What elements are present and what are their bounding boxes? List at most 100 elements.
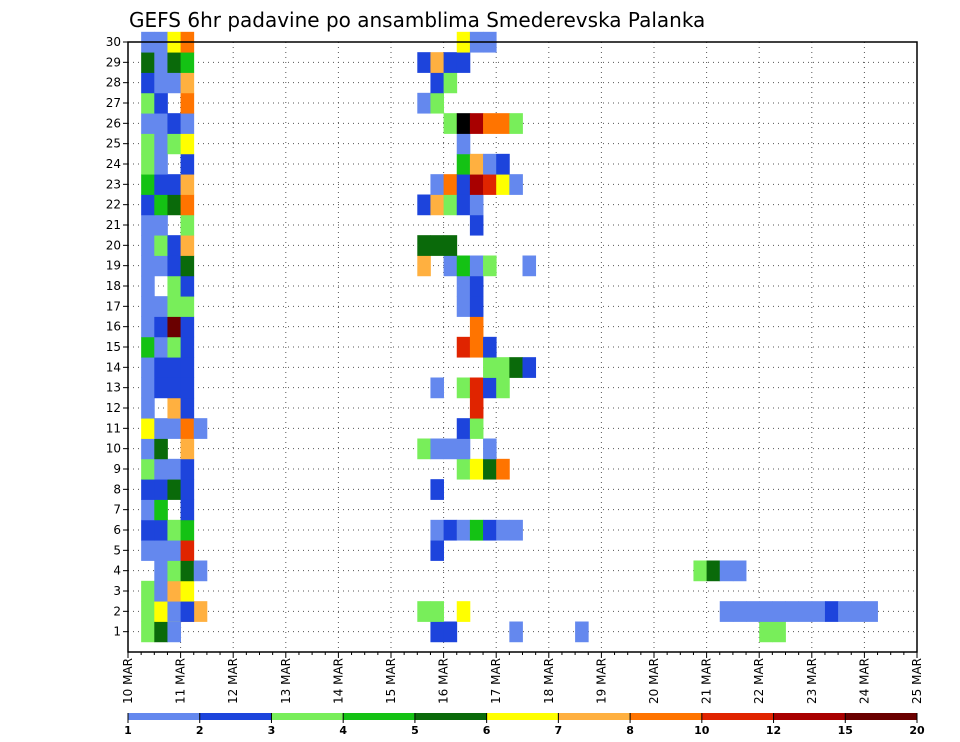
heatmap-cell <box>575 621 589 643</box>
heatmap-cell <box>430 519 444 541</box>
y-tick-label: 23 <box>106 177 121 191</box>
heatmap-cell <box>180 52 195 73</box>
y-tick-label: 2 <box>113 604 121 618</box>
heatmap-cell <box>154 113 168 134</box>
heatmap-cell <box>180 601 195 622</box>
legend-swatch <box>414 713 488 720</box>
y-tick-label: 17 <box>106 299 121 313</box>
heatmap-cell <box>456 133 471 155</box>
heatmap-cell <box>772 601 786 622</box>
heatmap-cell <box>154 479 168 500</box>
heatmap-cell <box>417 255 431 277</box>
heatmap-cell <box>180 560 195 582</box>
heatmap-cell <box>141 52 155 73</box>
heatmap-cell <box>456 336 471 358</box>
y-tick-label: 26 <box>106 116 121 130</box>
heatmap-cell <box>483 336 497 358</box>
heatmap-cell <box>167 52 181 73</box>
y-tick-label: 16 <box>106 320 121 334</box>
y-tick-label: 11 <box>106 421 121 435</box>
heatmap-cell <box>483 519 497 541</box>
x-tick-label: 13 MAR <box>279 658 293 704</box>
heatmap-cell <box>167 133 181 155</box>
legend-swatch <box>199 713 272 720</box>
y-tick-label: 29 <box>106 55 121 69</box>
heatmap-cell <box>417 92 431 114</box>
heatmap-cell <box>141 235 155 256</box>
heatmap-cell <box>141 540 155 561</box>
heatmap-cell <box>469 418 484 439</box>
heatmap-cell <box>443 438 458 460</box>
heatmap-cell <box>141 275 155 297</box>
heatmap-cell <box>483 174 497 195</box>
heatmap-cell <box>417 235 431 256</box>
heatmap-cell <box>141 336 155 358</box>
heatmap-cell <box>469 214 484 236</box>
chart-title: GEFS 6hr padavine po ansamblima Smederev… <box>129 8 705 32</box>
heatmap-cell <box>141 580 155 602</box>
heatmap-cell <box>154 194 168 216</box>
heatmap-cell <box>430 235 444 256</box>
heatmap-cell <box>141 296 155 317</box>
legend-label: 15 <box>838 724 853 737</box>
heatmap-cell <box>417 438 431 460</box>
legend-label: 4 <box>339 724 347 737</box>
legend-label: 5 <box>411 724 419 737</box>
heatmap-cell <box>483 113 497 134</box>
y-tick-label: 25 <box>106 137 121 151</box>
legend-swatch <box>845 713 918 720</box>
heatmap-cell <box>456 438 471 460</box>
y-tick-label: 27 <box>106 96 121 110</box>
heatmap-cell <box>180 580 195 602</box>
heatmap-cell <box>167 621 181 643</box>
heatmap-cell <box>443 621 458 643</box>
heatmap-cell <box>443 519 458 541</box>
heatmap-cell <box>811 601 826 622</box>
heatmap-cell <box>430 540 444 561</box>
heatmap-cell <box>154 72 168 94</box>
heatmap-cell <box>167 580 181 602</box>
heatmap-cell <box>154 296 168 317</box>
heatmap-cell <box>496 174 510 195</box>
heatmap-cell <box>443 52 458 73</box>
x-tick-label: 17 MAR <box>489 658 503 704</box>
legend-swatch <box>773 713 846 720</box>
legend-label: 6 <box>483 724 491 737</box>
x-tick-label: 21 MAR <box>700 658 714 704</box>
heatmap-cell <box>141 255 155 277</box>
heatmap-cell <box>430 92 444 114</box>
heatmap-cell <box>469 458 484 480</box>
heatmap-cell <box>154 52 168 73</box>
x-tick-label: 10 MAR <box>121 658 135 704</box>
heatmap-cell <box>759 621 773 643</box>
heatmap-cell <box>154 621 168 643</box>
y-tick-label: 8 <box>113 482 121 496</box>
heatmap-cell <box>141 357 155 378</box>
heatmap-cell <box>496 377 510 399</box>
heatmap-cell <box>180 174 195 195</box>
heatmap-cell <box>180 255 195 277</box>
heatmap-cell <box>785 601 800 622</box>
heatmap-cell <box>864 601 878 622</box>
heatmap-cell <box>469 194 484 216</box>
heatmap-cell <box>141 316 155 338</box>
legend-label: 8 <box>626 724 634 737</box>
heatmap-cell <box>167 418 181 439</box>
heatmap-cell <box>430 479 444 500</box>
heatmap-cell <box>180 397 195 419</box>
heatmap-cell <box>180 540 195 561</box>
heatmap-cell <box>180 377 195 399</box>
heatmap-cell <box>167 275 181 297</box>
heatmap-cell <box>154 560 168 582</box>
legend-label: 10 <box>694 724 710 737</box>
legend-label: 7 <box>555 724 563 737</box>
heatmap-cell <box>154 580 168 602</box>
heatmap-cell <box>193 560 208 582</box>
heatmap-cell <box>180 194 195 216</box>
heatmap-cell <box>483 357 497 378</box>
heatmap-cell <box>141 133 155 155</box>
x-tick-label: 19 MAR <box>594 658 608 704</box>
heatmap-cell <box>456 377 471 399</box>
heatmap-cell <box>154 255 168 277</box>
heatmap-cell <box>154 133 168 155</box>
